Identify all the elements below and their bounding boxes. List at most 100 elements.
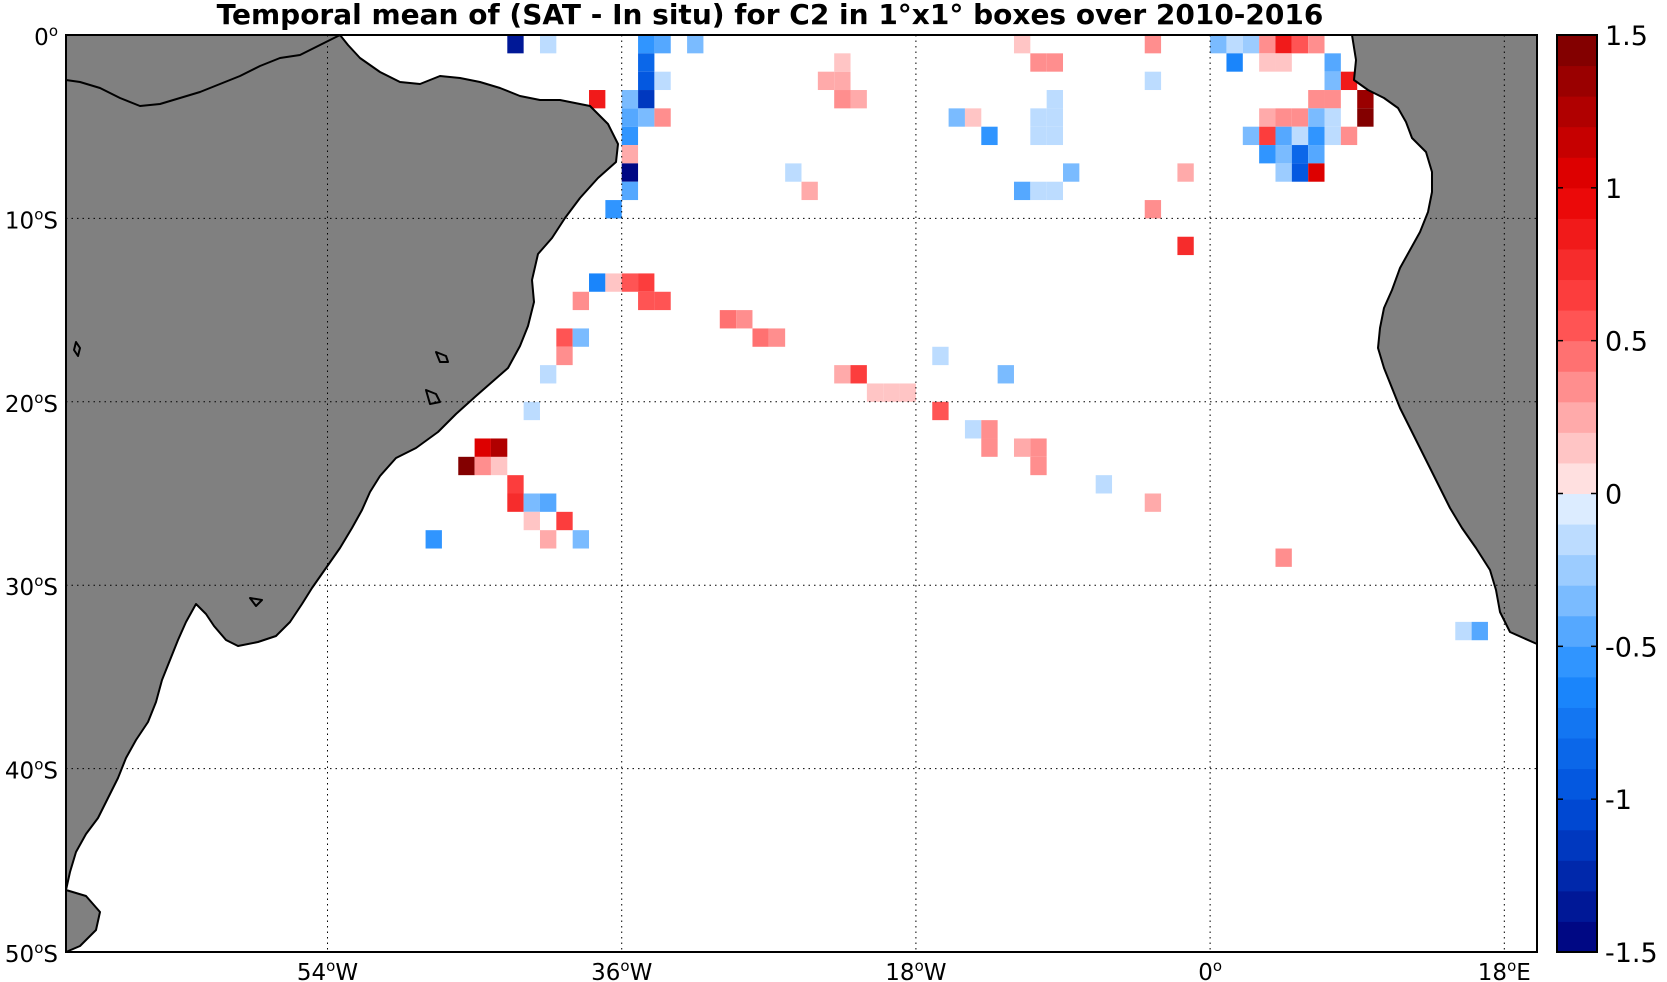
heatmap-cell: [948, 108, 965, 127]
colorbar-swatch: [1557, 432, 1597, 464]
heatmap-cell: [1177, 236, 1194, 256]
heatmap-cell: [474, 456, 491, 476]
heatmap-cell: [1275, 126, 1292, 146]
heatmap-cell: [1030, 53, 1047, 72]
heatmap-cell: [621, 181, 639, 201]
heatmap-cell: [621, 145, 639, 164]
heatmap-cell: [1013, 35, 1031, 54]
colorbar-swatch: [1557, 96, 1597, 128]
heatmap-cell: [572, 328, 590, 347]
heatmap-cell: [1324, 90, 1341, 109]
heatmap-cell: [1324, 108, 1341, 127]
heatmap-cell: [932, 401, 949, 421]
heatmap-cell: [1144, 200, 1162, 219]
colorbar-swatch: [1557, 799, 1597, 831]
colorbar-swatch: [1557, 462, 1597, 494]
heatmap-cell: [654, 71, 671, 91]
latitude-tick-labels: 0o 10oS 20oS 30oS 40oS 50oS: [5, 22, 58, 968]
heatmap-cell: [981, 438, 998, 457]
colorbar-swatch: [1557, 738, 1597, 770]
colorbar-tick-label: 1.5: [1605, 21, 1648, 52]
heatmap-cell: [1013, 181, 1031, 201]
heatmap-cell: [1340, 126, 1358, 146]
heatmap-cell: [1291, 35, 1309, 54]
heatmap-cell: [850, 90, 867, 109]
land-masses: [65, 34, 1538, 953]
heatmap-cell: [507, 493, 524, 512]
heatmap-cell: [539, 493, 557, 512]
heatmap-cell: [981, 420, 998, 439]
heatmap-cell: [1259, 35, 1276, 54]
longitude-tick-label: 18oW: [885, 957, 946, 982]
heatmap-cell: [932, 346, 949, 366]
colorbar-swatch: [1557, 401, 1597, 433]
colorbar-swatch: [1557, 646, 1597, 678]
colorbar: 1.5 1 0.5 0 -0.5 -1 -1.5: [1556, 21, 1658, 969]
heatmap-cell: [621, 108, 639, 127]
heatmap-cell: [1046, 108, 1064, 127]
colorbar-swatch: [1557, 921, 1597, 953]
figure-title: Temporal mean of (SAT - In situ) for C2 …: [216, 0, 1324, 31]
heatmap-cell: [1046, 90, 1064, 109]
latitude-tick-label: 10oS: [5, 205, 58, 234]
heatmap-cell: [556, 328, 573, 347]
heatmap-cell: [638, 35, 655, 54]
colorbar-swatch: [1557, 371, 1597, 403]
heatmap-cell: [621, 273, 639, 292]
colorbar-ticks: 1.5 1 0.5 0 -0.5 -1 -1.5: [1557, 21, 1658, 969]
heatmap-cell: [589, 273, 606, 292]
colorbar-swatch: [1557, 279, 1597, 311]
heatmap-cell: [687, 35, 704, 54]
heatmap-cell: [621, 163, 639, 182]
heatmap-cell: [523, 493, 540, 512]
heatmap-cell: [1291, 163, 1309, 182]
heatmap-cell: [1308, 126, 1325, 146]
heatmap-cell: [539, 530, 557, 549]
heatmap-cell: [1259, 145, 1276, 164]
heatmap-cell: [507, 475, 524, 494]
heatmap-cell: [1242, 126, 1260, 146]
heatmap-cell: [1324, 71, 1341, 91]
heatmap-cell: [801, 181, 818, 201]
longitude-tick-label: 36oW: [591, 957, 652, 982]
heatmap-cell: [1324, 53, 1341, 72]
colorbar-swatch: [1557, 126, 1597, 158]
latitude-tick-label: 40oS: [5, 756, 58, 785]
heatmap-cell: [1275, 145, 1292, 164]
colorbar-swatch: [1557, 615, 1597, 647]
heatmap-cell: [817, 71, 835, 91]
longitude-tick-label: 54oW: [297, 957, 358, 982]
heatmap-cell: [1308, 35, 1325, 54]
heatmap-cell: [1046, 126, 1064, 146]
heatmap-cell: [719, 310, 737, 329]
latitude-tick-label: 30oS: [5, 572, 58, 601]
colorbar-swatch: [1557, 157, 1597, 189]
map-frame: [65, 34, 1538, 953]
heatmap-cell: [1275, 163, 1292, 182]
heatmap-cell: [523, 511, 540, 531]
heatmap-cell: [474, 438, 491, 457]
latitude-tick-label: 50oS: [5, 939, 58, 968]
colorbar-swatch: [1557, 493, 1597, 525]
heatmap-cell: [1226, 35, 1243, 54]
heatmap-cell: [1308, 163, 1325, 182]
heatmap-cell: [490, 438, 508, 457]
heatmap-cell: [899, 383, 916, 402]
colorbar-tick-label: 1: [1605, 174, 1622, 205]
heatmap-cell: [1095, 475, 1113, 494]
heatmap-cell: [1259, 53, 1276, 72]
heatmap-cell: [638, 71, 655, 91]
heatmap-cell: [1030, 456, 1047, 476]
heatmap-cell: [605, 200, 622, 219]
colorbar-tick-label: 0.5: [1605, 327, 1648, 358]
heatmap-cell: [1275, 35, 1292, 54]
heatmap-cell: [1291, 145, 1309, 164]
land-island-4: [249, 597, 263, 607]
colorbar-swatch: [1557, 554, 1597, 586]
heatmap-cell: [490, 456, 508, 476]
heatmap-cell: [621, 126, 639, 146]
heatmap-cell: [589, 90, 606, 109]
heatmap-cell: [1210, 35, 1227, 54]
heatmap-cell: [523, 401, 540, 421]
heatmap-cell: [507, 35, 524, 54]
